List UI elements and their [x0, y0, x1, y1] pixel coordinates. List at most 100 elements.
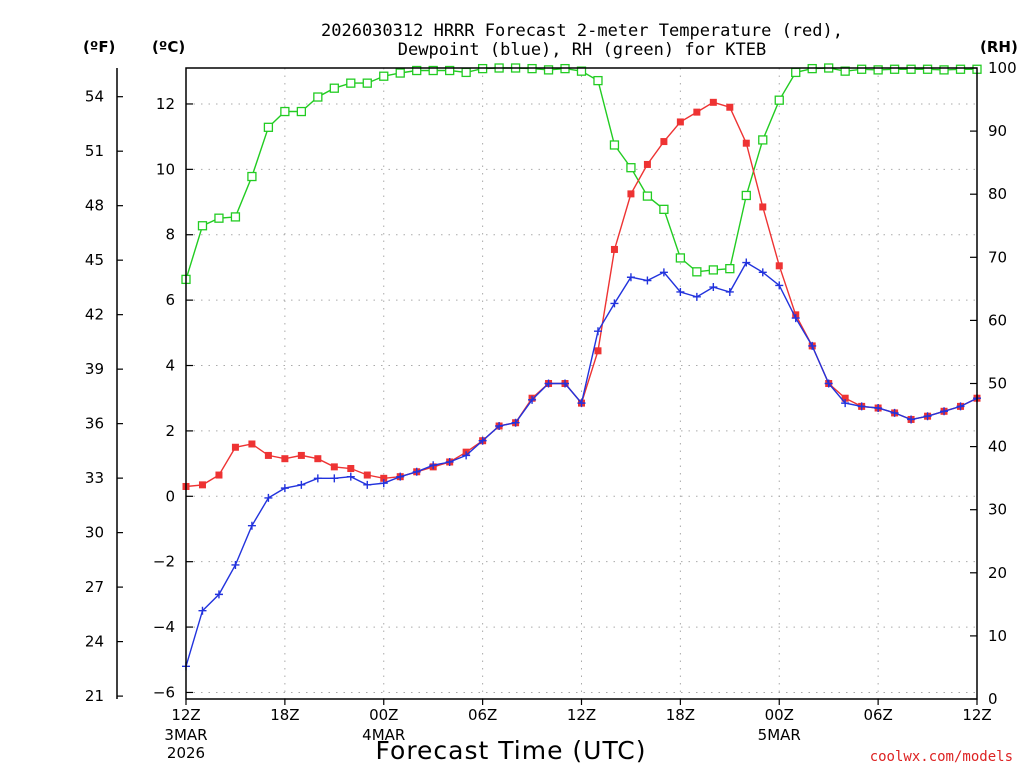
rh-point — [791, 67, 801, 78]
fahrenheit-tick-label: 39 — [85, 360, 104, 378]
temperature-point — [775, 262, 783, 270]
rh-point — [247, 171, 257, 182]
rh-point — [543, 65, 554, 75]
temperature-point — [594, 347, 602, 355]
temperature-point — [709, 98, 717, 106]
rh-point — [758, 135, 768, 145]
dewpoint-point — [528, 395, 537, 404]
rh-point — [362, 78, 372, 88]
rh-point — [675, 253, 686, 263]
x-tick-label: 12Z — [962, 706, 991, 724]
temperature-point — [297, 451, 305, 459]
rh-point — [741, 190, 751, 201]
rh-tick-label: 70 — [988, 248, 1007, 266]
dewpoint-point — [659, 268, 668, 277]
dewpoint-point — [758, 268, 767, 277]
x-tick-date-label: 3MAR — [164, 726, 207, 744]
x-tick-date-label: 2026 — [167, 744, 205, 762]
credit-text: coolwx.com/models — [870, 749, 1013, 765]
fahrenheit-unit-label: (ºF) — [83, 38, 115, 56]
rh-tick-label: 0 — [988, 690, 998, 708]
rh-point — [329, 83, 339, 93]
dewpoint-point — [214, 590, 223, 599]
dewpoint-point — [890, 408, 899, 417]
chart-title-line-2: Dewpoint (blue), RH (green) for KTEB — [398, 40, 766, 60]
temperature-point — [231, 443, 239, 451]
rh-point — [296, 106, 307, 117]
dewpoint-point — [297, 480, 306, 489]
dewpoint-point — [495, 422, 504, 431]
dewpoint-point — [742, 258, 751, 267]
axes-layer: 212427303336394245485154−6−4−20246810120… — [85, 59, 1017, 762]
rh-point — [708, 265, 718, 275]
temperature-point — [676, 118, 684, 126]
dewpoint-point — [561, 379, 570, 388]
temperature-point — [363, 471, 371, 479]
celsius-tick-label: −6 — [153, 683, 175, 701]
x-tick-label: 18Z — [666, 706, 695, 724]
dewpoint-point — [626, 273, 635, 282]
fahrenheit-tick-label: 42 — [85, 306, 104, 324]
dewpoint-point — [363, 480, 372, 489]
dewpoint-point — [198, 606, 207, 615]
dewpoint-point — [643, 276, 652, 285]
dewpoint-point — [940, 407, 949, 416]
temperature-point — [314, 455, 322, 463]
rh-tick-label: 80 — [988, 185, 1007, 203]
rh-point — [939, 65, 949, 75]
rh-point — [922, 64, 933, 74]
fahrenheit-tick-label: 45 — [85, 251, 104, 269]
rh-point — [412, 65, 422, 76]
rh-point — [230, 212, 241, 222]
rh-point — [906, 64, 916, 74]
fahrenheit-tick-label: 30 — [85, 524, 104, 542]
rh-point — [280, 106, 290, 117]
fahrenheit-tick-label: 54 — [85, 88, 104, 106]
celsius-tick-label: 6 — [165, 291, 175, 309]
rh-tick-label: 40 — [988, 438, 1007, 456]
x-tick-date-label: 4MAR — [362, 726, 405, 744]
x-tick-label: 00Z — [765, 706, 794, 724]
dewpoint-point — [692, 292, 701, 301]
dewpoint-point — [396, 472, 405, 481]
rh-point — [197, 221, 208, 231]
dewpoint-point — [923, 412, 932, 421]
x-tick-label: 06Z — [863, 706, 892, 724]
rh-point — [856, 64, 867, 74]
fahrenheit-tick-label: 24 — [85, 633, 104, 651]
celsius-tick-label: −4 — [153, 618, 175, 636]
temperature-point — [610, 245, 618, 253]
dewpoint-point — [264, 493, 273, 502]
dewpoint-point — [956, 402, 965, 411]
dewpoint-point — [791, 314, 800, 323]
temperature-point — [264, 451, 272, 459]
rh-point — [263, 122, 274, 132]
dewpoint-point — [247, 521, 256, 530]
rh-point — [445, 65, 455, 76]
dewpoint-point — [330, 474, 339, 483]
celsius-tick-label: 0 — [165, 487, 175, 505]
dewpoint-point — [709, 283, 718, 292]
rh-point — [642, 191, 653, 201]
x-axis-label: Forecast Time (UTC) — [376, 736, 647, 765]
rh-tick-label: 10 — [988, 627, 1007, 645]
x-tick-label: 18Z — [270, 706, 299, 724]
celsius-tick-label: 2 — [165, 422, 175, 440]
dewpoint-point — [478, 436, 487, 445]
celsius-tick-label: 12 — [156, 95, 175, 113]
rh-point — [725, 264, 735, 274]
dewpoint-point — [676, 287, 685, 296]
rh-point — [840, 66, 850, 76]
rh-point — [214, 213, 224, 223]
fahrenheit-tick-label: 51 — [85, 142, 104, 160]
rh-point — [379, 71, 389, 81]
rh-point — [774, 95, 784, 105]
temperature-point — [198, 481, 206, 489]
dewpoint-point — [445, 457, 454, 466]
rh-point — [626, 163, 636, 173]
temperature-point — [742, 139, 750, 147]
dewpoint-point — [346, 472, 355, 481]
temperature-point — [347, 465, 355, 473]
chart-title-line-1: 2026030312 HRRR Forecast 2-meter Tempera… — [321, 21, 843, 41]
dewpoint-point — [857, 402, 866, 411]
